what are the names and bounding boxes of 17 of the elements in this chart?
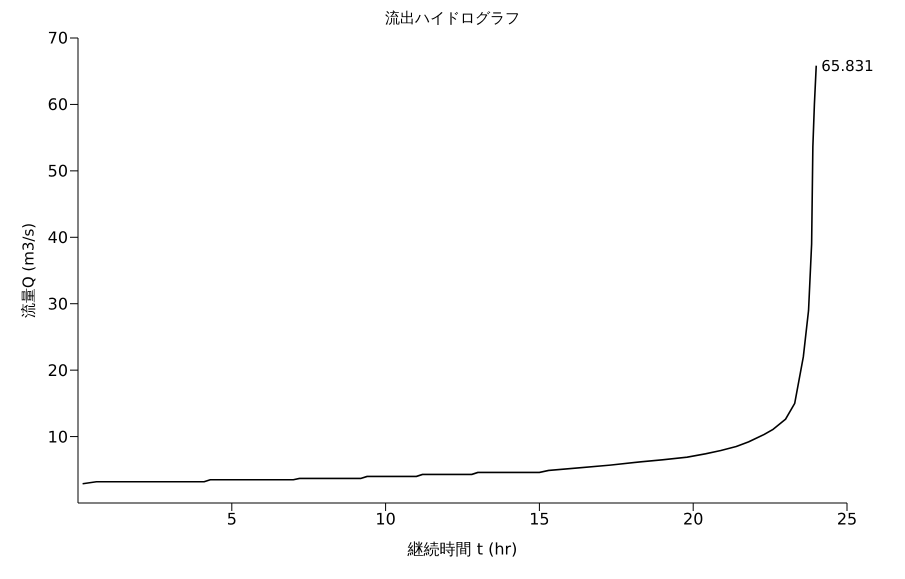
y-tick-label: 70 — [48, 28, 68, 48]
chart-title: 流出ハイドログラフ — [384, 8, 521, 28]
annotation: 65.831 — [821, 57, 874, 76]
y-tick-label: 20 — [48, 360, 68, 380]
x-tick-label: 10 — [375, 509, 396, 528]
y-tick-label: 10 — [48, 427, 68, 446]
x-tick-label: 15 — [529, 509, 550, 528]
line-series — [82, 64, 818, 485]
y-tick-label: 30 — [48, 294, 68, 314]
y-tick-label: 50 — [48, 162, 68, 181]
y-tick-label: 40 — [48, 228, 68, 247]
x-tick-label: 20 — [683, 509, 704, 528]
x-axis-title: 継続時間 t (hr) — [406, 539, 518, 558]
x-tick-label: 25 — [836, 509, 858, 528]
x-tick-label: 5 — [226, 509, 237, 528]
y-tick-label: 60 — [48, 95, 68, 114]
y-axis-title: 流量Q (m3/s) — [19, 222, 38, 318]
